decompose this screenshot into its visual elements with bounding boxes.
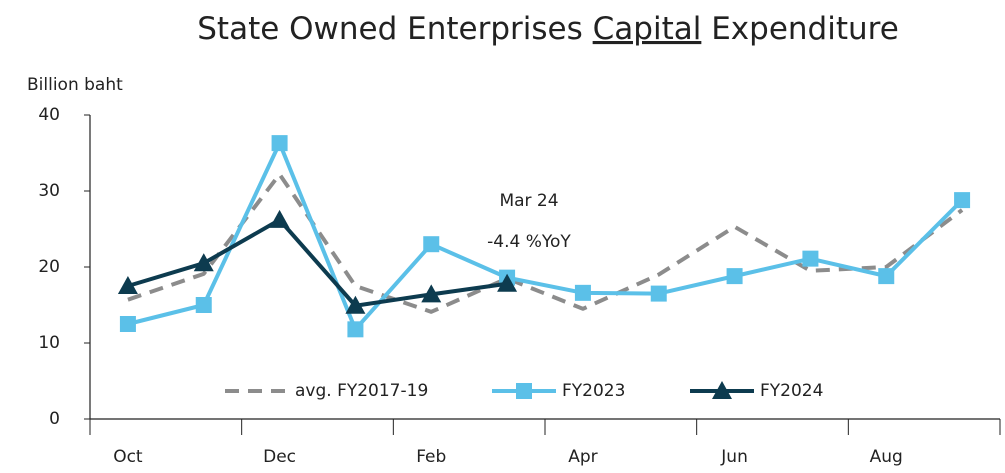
annotation: Mar 24 <box>499 191 558 211</box>
marker <box>269 209 290 228</box>
x-tick-label: Aug <box>870 447 903 467</box>
marker <box>878 268 895 285</box>
legend-label: FY2024 <box>760 381 823 401</box>
marker <box>421 284 442 303</box>
x-tick-label: Jun <box>720 447 748 467</box>
marker <box>516 383 532 399</box>
marker <box>712 381 732 399</box>
marker <box>345 295 366 314</box>
x-tick-label: Feb <box>416 447 446 467</box>
title-part: Capital <box>593 11 702 47</box>
series-line <box>127 172 964 314</box>
annotation: -4.4 %YoY <box>487 232 571 252</box>
marker <box>347 321 364 338</box>
marker <box>574 284 591 301</box>
y-axis-label: Billion baht <box>27 75 123 95</box>
marker <box>497 273 518 292</box>
x-tick-label: Apr <box>568 447 597 467</box>
x-tick-label: Oct <box>113 447 143 467</box>
marker <box>423 236 440 253</box>
legend-label: FY2023 <box>562 381 625 401</box>
chart-title: State Owned Enterprises Capital Expendit… <box>197 11 899 47</box>
legend-label: avg. FY2017-19 <box>295 381 428 401</box>
series-line <box>127 141 964 332</box>
series-line <box>127 217 508 308</box>
title-part: Expenditure <box>711 11 899 47</box>
y-tick-label: 10 <box>38 333 60 353</box>
marker <box>650 285 667 302</box>
marker <box>193 253 214 272</box>
title-part: State Owned Enterprises <box>197 11 583 47</box>
y-tick-label: 40 <box>38 105 60 125</box>
y-tick-label: 20 <box>38 257 60 277</box>
marker <box>271 135 288 152</box>
marker <box>117 276 138 294</box>
marker <box>802 250 819 267</box>
marker <box>119 316 136 332</box>
marker <box>195 297 212 313</box>
y-tick-label: 0 <box>49 409 60 429</box>
marker <box>726 268 743 285</box>
y-tick-label: 30 <box>38 181 60 201</box>
x-tick-label: Dec <box>263 447 296 467</box>
marker <box>954 192 971 209</box>
